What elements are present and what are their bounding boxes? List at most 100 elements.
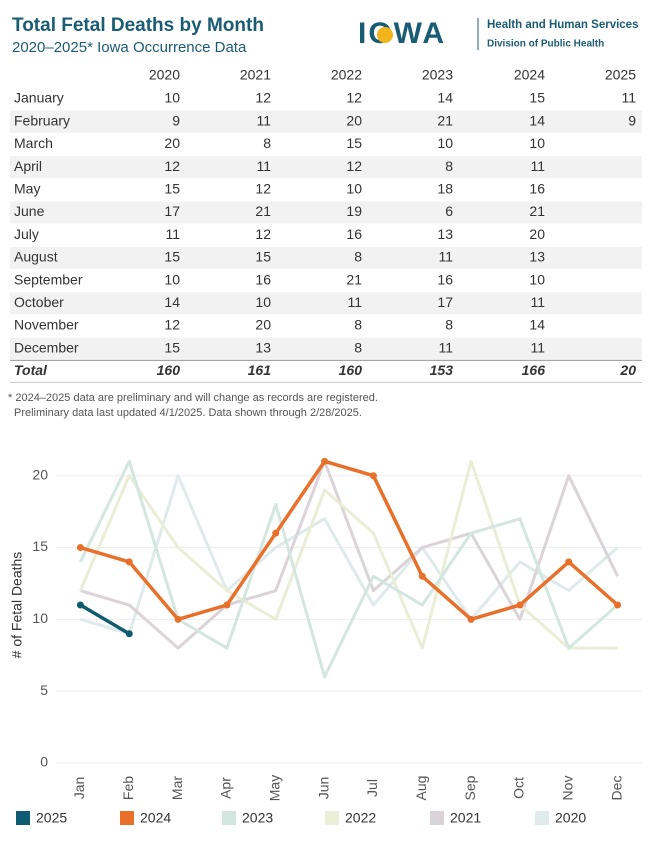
- cell: 6: [445, 203, 453, 219]
- cell: 13: [529, 249, 545, 265]
- legend-swatch: [16, 811, 30, 825]
- y-axis-label: # of Fetal Deaths: [9, 552, 25, 659]
- x-tick-label: Jul: [364, 779, 380, 797]
- row-label: June: [14, 203, 45, 219]
- column-header: 2024: [514, 67, 545, 83]
- total-cell: 160: [339, 362, 363, 378]
- org-line: Division of Public Health: [487, 39, 604, 50]
- point: [369, 472, 377, 480]
- point: [125, 630, 133, 638]
- cell: 15: [529, 90, 545, 106]
- legend-label: 2023: [242, 810, 273, 826]
- series-line: [79, 459, 619, 679]
- cell: 11: [530, 294, 545, 310]
- cell: 18: [437, 181, 453, 197]
- cell: 8: [445, 158, 453, 174]
- logo-sun: [377, 27, 393, 43]
- legend-label: 2020: [555, 810, 586, 826]
- cell: 11: [438, 339, 453, 355]
- cell: 21: [529, 203, 545, 219]
- row-label: November: [14, 317, 79, 333]
- y-tick-label: 0: [40, 754, 48, 770]
- cell: 16: [346, 226, 362, 242]
- legend-label: 2024: [140, 810, 171, 826]
- point: [321, 457, 329, 465]
- point: [272, 529, 280, 537]
- cell: 12: [164, 158, 180, 174]
- cell: 14: [437, 90, 453, 106]
- row-label: July: [14, 226, 39, 242]
- cell: 11: [530, 339, 545, 355]
- row-shade: [10, 156, 642, 179]
- cell: 8: [354, 339, 362, 355]
- row-shade: [10, 246, 642, 269]
- total-cell: 166: [522, 362, 546, 378]
- cell: 14: [529, 112, 545, 128]
- cell: 13: [255, 339, 271, 355]
- footnote: Preliminary data last updated 4/1/2025. …: [14, 407, 362, 419]
- legend-swatch: [120, 811, 134, 825]
- x-tick-label: Jan: [71, 777, 87, 800]
- cell: 16: [255, 271, 271, 287]
- cell: 13: [437, 226, 453, 242]
- legend-swatch: [325, 811, 339, 825]
- cell: 12: [346, 90, 362, 106]
- logo-text: IOWA: [358, 17, 446, 50]
- point: [223, 601, 231, 609]
- total-cell: 161: [248, 362, 272, 378]
- point: [125, 558, 133, 566]
- row-label: January: [14, 90, 64, 106]
- cell: 21: [346, 271, 362, 287]
- x-tick-label: May: [266, 775, 282, 801]
- series-line: [79, 459, 619, 650]
- cell: 16: [529, 181, 545, 197]
- footnote: * 2024–2025 data are preliminary and wil…: [8, 392, 378, 404]
- total-cell: 160: [157, 362, 181, 378]
- y-tick-label: 20: [32, 466, 48, 482]
- row-shade: [10, 292, 642, 315]
- cell: 8: [354, 317, 362, 333]
- series-line: [79, 474, 619, 636]
- cell: 9: [628, 112, 636, 128]
- row-shade: [10, 337, 642, 360]
- cell: 11: [256, 112, 271, 128]
- row-label: May: [14, 181, 40, 197]
- cell: 12: [255, 90, 271, 106]
- cell: 11: [621, 90, 636, 106]
- title: Total Fetal Deaths by Month: [12, 15, 264, 36]
- row-label: September: [14, 271, 83, 287]
- legend-swatch: [535, 811, 549, 825]
- cell: 20: [164, 135, 180, 151]
- cell: 14: [529, 317, 545, 333]
- cell: 15: [164, 249, 180, 265]
- cell: 11: [530, 158, 545, 174]
- legend-label: 2022: [345, 810, 376, 826]
- cell: 8: [354, 249, 362, 265]
- cell: 10: [164, 90, 180, 106]
- cell: 14: [164, 294, 180, 310]
- cell: 17: [164, 203, 180, 219]
- x-tick-label: Oct: [511, 777, 527, 799]
- column-header: 2021: [240, 67, 271, 83]
- row-label: March: [14, 135, 53, 151]
- x-tick-label: Apr: [218, 777, 234, 799]
- series-line: [79, 603, 131, 636]
- total-cell: 20: [619, 362, 636, 378]
- point: [174, 615, 182, 623]
- cell: 19: [346, 203, 362, 219]
- row-label: February: [14, 112, 70, 128]
- series-line: [79, 459, 618, 650]
- y-tick-label: 5: [40, 682, 48, 698]
- x-tick-label: Sep: [462, 775, 478, 800]
- legend-label: 2021: [450, 810, 481, 826]
- cell: 21: [255, 203, 271, 219]
- cell: 12: [255, 226, 271, 242]
- cell: 10: [164, 271, 180, 287]
- x-tick-label: Jun: [315, 777, 331, 800]
- row-label: August: [14, 249, 58, 265]
- x-tick-label: Aug: [413, 776, 429, 801]
- cell: 12: [346, 158, 362, 174]
- legend-label: 2025: [36, 810, 67, 826]
- point: [565, 558, 573, 566]
- point: [614, 601, 622, 609]
